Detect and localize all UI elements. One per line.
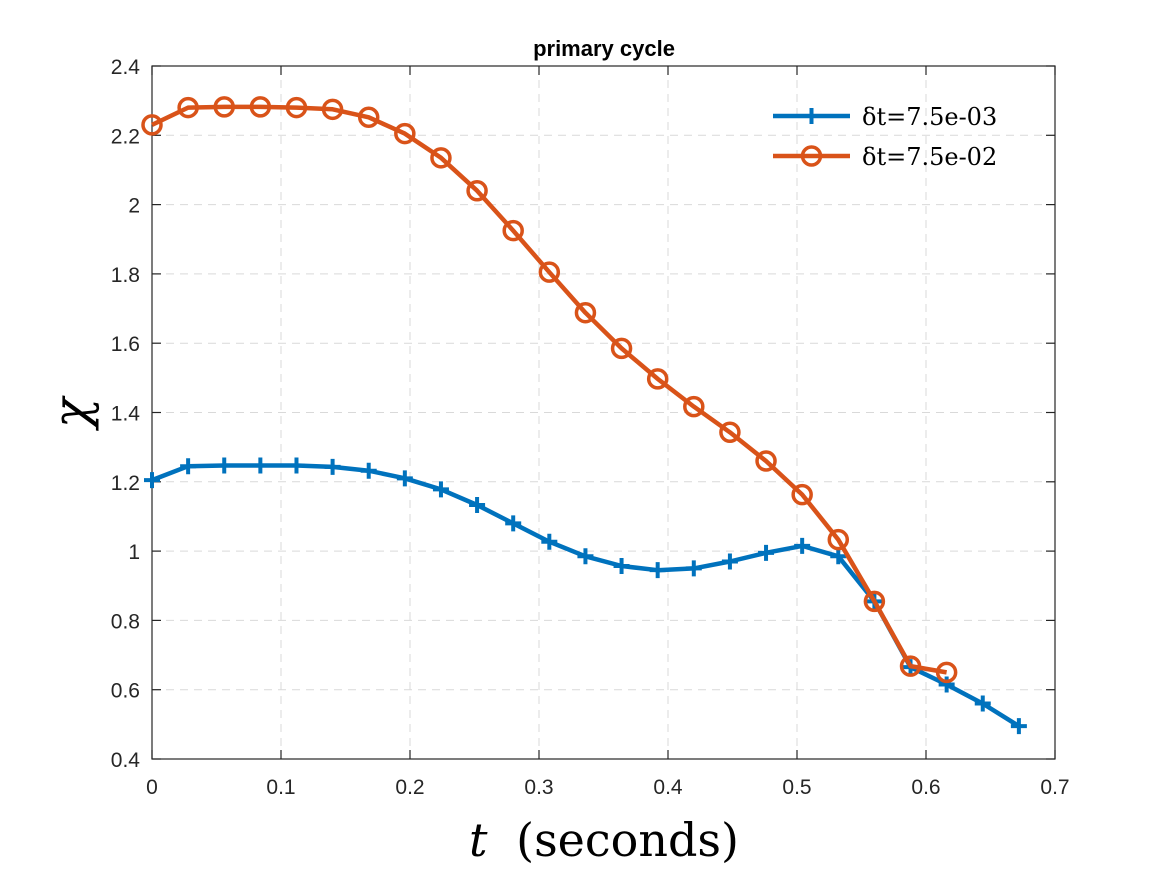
series-2-point: [574, 301, 597, 324]
series-1-point: [721, 553, 738, 570]
series-2-point: [213, 96, 235, 118]
x-tick-label: 0.1: [266, 776, 295, 799]
y-tick-label: 2: [128, 195, 140, 218]
series-1-point: [180, 458, 197, 475]
series-1-point: [505, 515, 522, 532]
x-tick-label: 0.3: [524, 776, 553, 799]
series-2-point: [827, 528, 850, 551]
series-2-point: [177, 96, 199, 119]
series-1-point: [324, 458, 341, 475]
axis-ticks: 0 0.1 0.2 0.3 0.4 0.5 0.6 0.7 0.4 0.6 0.8 1 1.2 1.4 1.…: [111, 56, 1070, 799]
series-1-point: [758, 544, 775, 561]
x-tick-label: 0.6: [911, 776, 940, 799]
series-2-point: [610, 337, 633, 360]
series-1-point: [794, 537, 811, 554]
y-tick-label: 0.4: [111, 749, 141, 772]
series-1-point: [577, 548, 594, 565]
series-1-point: [830, 548, 847, 565]
series-group: [141, 96, 1027, 735]
y-axis-label: χ: [42, 395, 100, 431]
grid: [152, 66, 1055, 759]
legend-entry-2: δt=7.5e-02: [773, 143, 997, 171]
y-tick-label: 0.8: [111, 610, 140, 633]
x-tick-label: 0.7: [1040, 776, 1069, 799]
series-1-point: [252, 457, 269, 474]
series-2-point: [321, 98, 344, 121]
series-2-point: [249, 96, 272, 118]
series-2-line: [151, 104, 947, 675]
series-2-point: [502, 219, 524, 242]
x-tick-label: 0.4: [653, 776, 683, 799]
series-2-point: [466, 179, 488, 202]
series-1-point: [685, 560, 702, 577]
x-tick-label: 0: [146, 776, 158, 799]
y-tick-label: 2.4: [111, 56, 141, 79]
series-2-point: [141, 114, 163, 136]
y-tick-label: 1.8: [111, 264, 140, 287]
series-1-point: [469, 497, 486, 514]
legend: δt=7.5e-03 δt=7.5e-02: [773, 103, 997, 171]
series-1-point: [288, 457, 305, 474]
series-2-point: [683, 395, 705, 418]
x-tick-label: 0.5: [782, 776, 811, 799]
y-tick-label: 1: [128, 541, 140, 564]
series-2-point: [791, 483, 813, 506]
x-axis-label-variable: t: [469, 813, 488, 867]
series-2-point: [538, 261, 561, 283]
legend-swatch-marker: [800, 145, 823, 167]
series-2-point: [755, 450, 777, 472]
x-axis-label-unit: (seconds): [516, 813, 739, 867]
series-2-point: [430, 147, 452, 169]
y-tick-label: 1.6: [111, 333, 140, 356]
series-1-point: [541, 533, 558, 550]
legend-entry-1: δt=7.5e-03: [773, 103, 997, 131]
series-2: [141, 96, 958, 684]
series-2-point: [899, 655, 922, 677]
legend-swatch-marker: [803, 108, 820, 124]
series-2-point: [285, 96, 308, 119]
series-1-point: [360, 462, 377, 479]
series-2-point: [394, 122, 416, 145]
x-axis-label: t (seconds): [469, 813, 739, 867]
series-1: [144, 457, 1027, 735]
series-1-point: [144, 472, 160, 489]
series-1-point: [974, 695, 991, 712]
x-tick-label: 0.2: [395, 776, 424, 799]
series-2-point: [357, 106, 380, 129]
series-1-point: [432, 481, 449, 498]
series-1-point: [649, 562, 666, 579]
series-2-point: [646, 368, 669, 390]
series-1-point: [396, 470, 413, 487]
chart-title: primary cycle: [533, 36, 675, 61]
y-tick-label: 2.2: [111, 125, 140, 148]
series-1-line: [151, 463, 1021, 729]
series-1-point: [938, 676, 955, 693]
y-tick-label: 1.4: [111, 403, 141, 426]
y-tick-label: 0.6: [111, 680, 140, 703]
legend-label: δt=7.5e-02: [862, 143, 997, 171]
legend-label: δt=7.5e-03: [862, 103, 997, 131]
y-tick-label: 1.2: [111, 472, 140, 495]
series-2-point: [935, 661, 958, 684]
series-2-point: [863, 590, 886, 613]
series-1-point: [613, 558, 630, 574]
series-2-point: [719, 421, 741, 444]
series-1-point: [1010, 718, 1027, 735]
series-1-point: [216, 457, 233, 474]
